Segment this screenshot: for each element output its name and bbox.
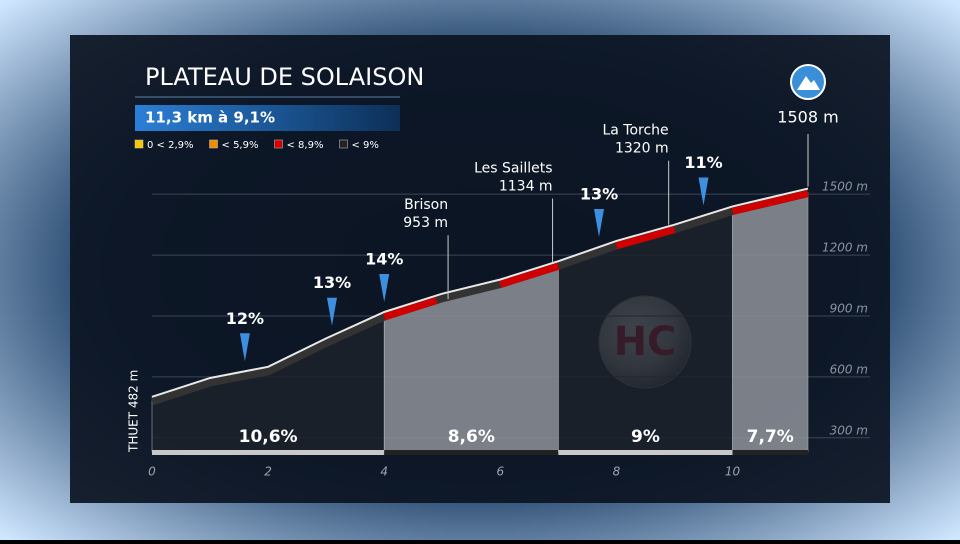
chart-title: PLATEAU DE SOLAISON	[145, 63, 424, 91]
section-gradient: 9%	[631, 427, 660, 447]
landmark-elevation: 1134 m	[499, 178, 553, 194]
x-tick-label: 0	[148, 465, 156, 479]
x-tick-label: 8	[613, 465, 621, 479]
gradient-label: 14%	[365, 249, 403, 268]
subtitle: 11,3 km à 9,1%	[145, 109, 275, 127]
section-bar	[384, 450, 559, 455]
x-tick-label: 2	[264, 465, 272, 479]
start-label: THUET 482 m	[127, 370, 141, 453]
legend-label: < 5,9%	[222, 140, 259, 151]
landmark-name: Brison	[404, 197, 448, 213]
gradient-arrow	[239, 333, 250, 362]
gradient-label: 13%	[580, 185, 618, 204]
landmark-elevation: 953 m	[403, 215, 448, 231]
section-gradient: 7,7%	[747, 427, 794, 447]
legend-swatch	[134, 139, 144, 149]
landmark-name: La Torche	[602, 123, 668, 139]
section-bar	[152, 450, 385, 455]
profile-road	[150, 188, 810, 406]
y-tick-label: 300 m	[830, 423, 868, 437]
landmark-name: Les Saillets	[474, 160, 552, 176]
section-gradient: 8,6%	[448, 427, 495, 447]
legend-label: < 8,9%	[286, 140, 323, 151]
legend-swatch	[339, 139, 348, 149]
section-gradient: 10,6%	[239, 427, 298, 447]
steep-section	[499, 262, 560, 288]
gradient-arrow	[379, 273, 390, 302]
summit-elevation: 1508 m	[777, 108, 838, 127]
legend: 0 < 2,9% < 5,9% < 8,9% < 9%	[134, 139, 379, 151]
section-area	[732, 192, 809, 453]
legend-swatch	[274, 139, 283, 149]
gradient-label: 13%	[313, 273, 351, 292]
steep-section	[615, 226, 676, 250]
gradient-arrow	[326, 297, 337, 326]
section-bar	[732, 450, 808, 455]
gradient-arrow	[698, 177, 709, 206]
subtitle-bar	[135, 105, 400, 131]
y-tick-label: 1200 m	[822, 241, 868, 255]
gradient-arrow	[594, 209, 605, 238]
y-tick-label: 1500 m	[822, 180, 868, 194]
x-tick-label: 4	[380, 465, 388, 479]
x-tick-label: 10	[725, 465, 741, 479]
y-tick-label: 900 m	[830, 301, 868, 315]
legend-swatch	[209, 139, 218, 149]
gradient-label: 12%	[226, 309, 264, 328]
y-tick-label: 600 m	[830, 362, 868, 376]
profile-edge	[151, 187, 809, 398]
legend-label: < 9%	[351, 140, 378, 151]
section-bar	[558, 450, 733, 455]
summit-icon-mountain	[797, 76, 820, 90]
gradient-label: 11%	[684, 153, 722, 172]
x-tick-label: 6	[496, 465, 504, 479]
steep-section	[383, 297, 438, 321]
legend-label: 0 < 2,9%	[147, 140, 194, 151]
landmark-elevation: 1320 m	[615, 141, 669, 157]
steep-section	[731, 190, 809, 215]
